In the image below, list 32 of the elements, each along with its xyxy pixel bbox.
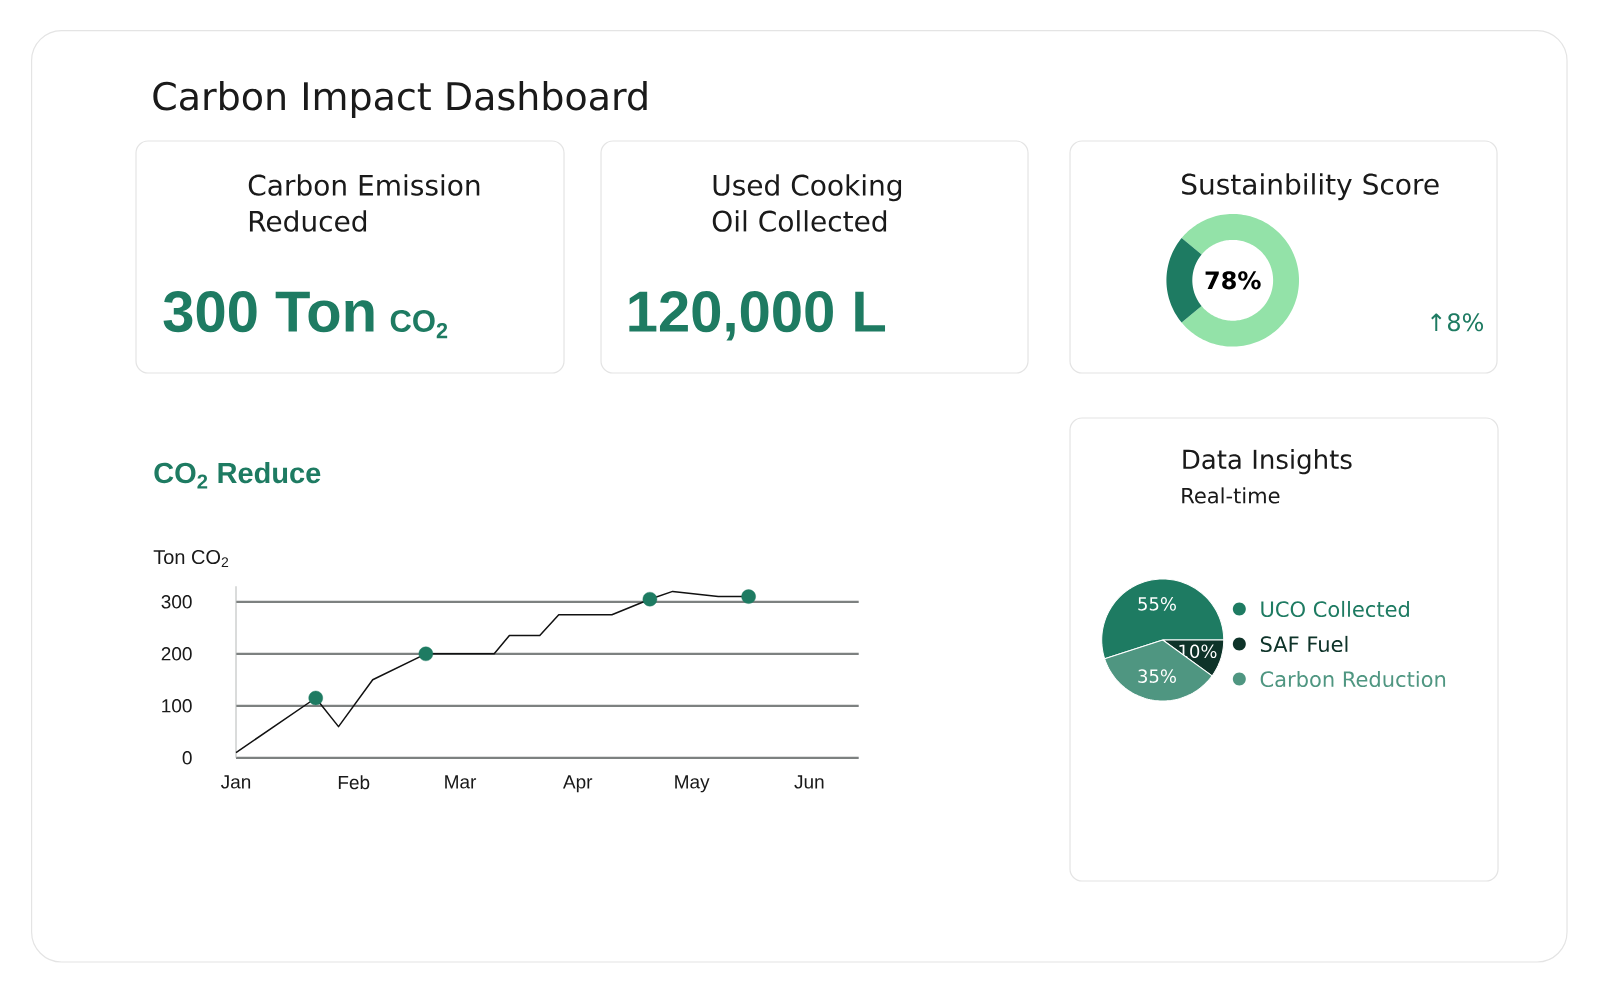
chart-subtitle: Real-time — [1182, 487, 1280, 504]
x-tick-label: Feb — [338, 775, 370, 790]
x-tick-label: Jan — [220, 775, 251, 789]
x-tick-label: May — [675, 775, 710, 793]
y-tick-label: 0 — [182, 751, 192, 765]
text: 120,000 L — [629, 291, 886, 341]
y-axis-title: Ton CO$_{2}$ — [153, 549, 229, 568]
chart-title: CO$_{2}$ Reduce — [154, 461, 321, 489]
data-label: 55% — [1138, 597, 1176, 611]
point — [418, 646, 434, 661]
text: Used Cooking Oil Collected — [712, 174, 902, 232]
legend-label: Carbon Reduction — [1260, 670, 1446, 688]
legend-label: SAF Fuel — [1260, 635, 1348, 653]
text: ↑8% — [1431, 313, 1484, 332]
point — [741, 589, 756, 604]
text: Carbon Impact Dashboard — [153, 81, 647, 118]
text: 300 Ton — [163, 291, 374, 333]
y-tick-label: 200 — [161, 647, 192, 661]
text: CO$_{2}$ — [390, 309, 448, 339]
legend-label: UCO Collected — [1261, 600, 1409, 618]
data-label: 35% — [1138, 669, 1176, 683]
y-tick-label: 100 — [162, 699, 192, 713]
x-tick-label: Jun — [794, 775, 824, 789]
x-tick-label: Apr — [562, 775, 593, 793]
point — [642, 592, 658, 607]
chart-title: Sustainbility Score — [1182, 173, 1439, 201]
text: Carbon Emission Reduced — [248, 174, 480, 232]
x-tick-label: Mar — [445, 775, 477, 789]
point — [308, 690, 323, 706]
text: 78% — [1205, 271, 1261, 290]
chart-title: Data Insights — [1183, 449, 1352, 475]
y-tick-label: 300 — [161, 595, 192, 609]
